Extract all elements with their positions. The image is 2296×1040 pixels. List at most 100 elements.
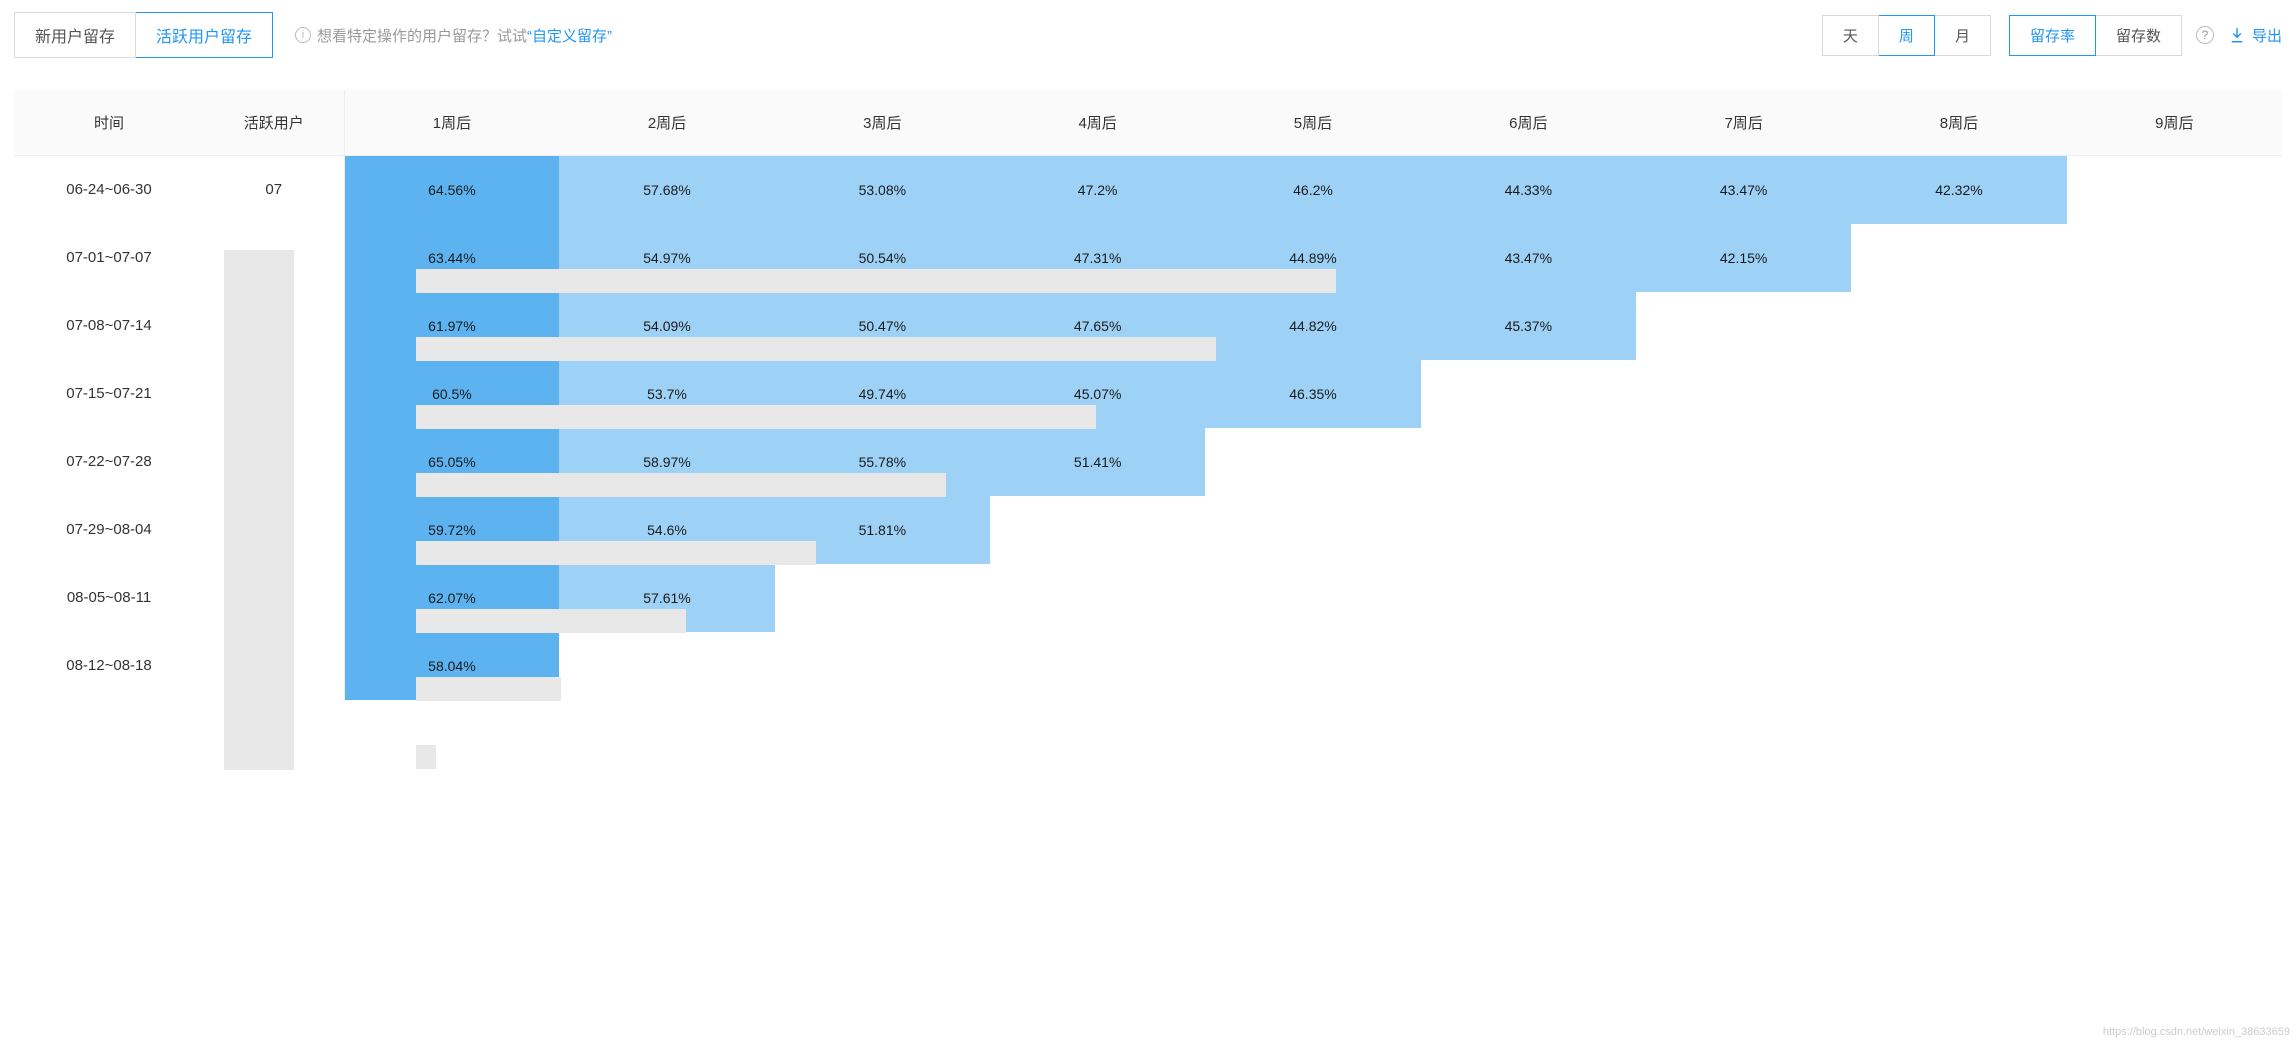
period-segment: 天 周 月 — [1822, 15, 1991, 56]
export-button[interactable]: 导出 — [2228, 25, 2282, 46]
cell-week-4 — [990, 564, 1205, 632]
table-row: 08-12~08-185258.04% — [14, 632, 2282, 700]
info-icon: i — [295, 27, 311, 43]
cell-week-4: 51.41% — [990, 428, 1205, 496]
cell-week-7: 42.15% — [1636, 224, 1851, 292]
tab-new-user[interactable]: 新用户留存 — [14, 12, 136, 58]
cell-time: 07-08~07-14 — [14, 292, 204, 360]
cell-time: 07-29~08-04 — [14, 496, 204, 564]
col-week-4: 4周后 — [990, 90, 1205, 156]
watermark: https://blog.csdn.net/weixin_38633659 — [2103, 1026, 2290, 1038]
col-week-8: 8周后 — [1851, 90, 2066, 156]
cell-week-8: 42.32% — [1851, 156, 2066, 224]
table-row: 08-05~08-110362.07%57.61% — [14, 564, 2282, 632]
col-time: 时间 — [14, 90, 204, 156]
cell-week-7 — [1636, 292, 1851, 360]
cell-week-8 — [1851, 292, 2066, 360]
cell-week-2 — [559, 632, 774, 700]
cell-users: 07 — [204, 156, 344, 224]
cell-week-9 — [2067, 224, 2282, 292]
col-week-1: 1周后 — [344, 90, 559, 156]
cell-week-7 — [1636, 360, 1851, 428]
cell-week-4: 47.2% — [990, 156, 1205, 224]
cell-week-9 — [2067, 156, 2282, 224]
col-users: 活跃用户 — [204, 90, 344, 156]
cell-week-7: 43.47% — [1636, 156, 1851, 224]
col-week-2: 2周后 — [559, 90, 774, 156]
cell-week-8 — [1851, 428, 2066, 496]
cell-week-9 — [2067, 428, 2282, 496]
table-row: 07-15~07-215360.5%53.7%49.74%45.07%46.35… — [14, 360, 2282, 428]
period-day[interactable]: 天 — [1822, 15, 1879, 56]
redaction-bar — [416, 677, 561, 701]
redaction-bar — [416, 269, 1336, 293]
cell-week-8 — [1851, 224, 2066, 292]
cell-time: 08-12~08-18 — [14, 632, 204, 700]
toolbar: 新用户留存 活跃用户留存 i 想看特定操作的用户留存？试试 “自定义留存” 天 … — [14, 12, 2282, 58]
cell-week-9 — [2067, 360, 2282, 428]
cell-time: 07-15~07-21 — [14, 360, 204, 428]
cell-week-8 — [1851, 360, 2066, 428]
export-label: 导出 — [2252, 25, 2282, 46]
cell-week-1: 64.56% — [344, 156, 559, 224]
period-month[interactable]: 月 — [1935, 15, 1991, 56]
cell-week-6: 44.33% — [1421, 156, 1636, 224]
cell-week-8 — [1851, 496, 2066, 564]
redaction-bar — [416, 473, 946, 497]
metric-count[interactable]: 留存数 — [2096, 15, 2182, 56]
redaction-users-column — [224, 250, 294, 770]
cell-week-7 — [1636, 496, 1851, 564]
cell-week-6 — [1421, 428, 1636, 496]
metric-segment: 留存率 留存数 — [2009, 15, 2182, 56]
cell-week-9 — [2067, 632, 2282, 700]
cell-week-6 — [1421, 496, 1636, 564]
custom-retention-link[interactable]: “自定义留存” — [527, 25, 612, 46]
cell-week-5 — [1205, 428, 1420, 496]
cell-week-6 — [1421, 632, 1636, 700]
cell-week-3: 53.08% — [775, 156, 990, 224]
redaction-bar — [416, 405, 1096, 429]
cell-week-5 — [1205, 632, 1420, 700]
cell-week-6: 45.37% — [1421, 292, 1636, 360]
cell-week-5: 46.2% — [1205, 156, 1420, 224]
cell-week-5: 46.35% — [1205, 360, 1420, 428]
redaction-bar — [416, 337, 1216, 361]
cell-week-7 — [1636, 428, 1851, 496]
col-week-3: 3周后 — [775, 90, 990, 156]
cell-time: 06-24~06-30 — [14, 156, 204, 224]
col-week-5: 5周后 — [1205, 90, 1420, 156]
cell-time: 08-05~08-11 — [14, 564, 204, 632]
cohort-table: 时间 活跃用户 1周后 2周后 3周后 4周后 5周后 6周后 7周后 8周后 … — [14, 90, 2282, 700]
cell-time: 07-22~07-28 — [14, 428, 204, 496]
hint-text: i 想看特定操作的用户留存？试试 “自定义留存” — [295, 25, 612, 46]
table-row: 06-24~06-300764.56%57.68%53.08%47.2%46.2… — [14, 156, 2282, 224]
cell-week-9 — [2067, 564, 2282, 632]
cell-week-8 — [1851, 564, 2066, 632]
help-icon[interactable]: ? — [2196, 26, 2214, 44]
cell-week-6: 43.47% — [1421, 224, 1636, 292]
cell-week-4 — [990, 632, 1205, 700]
cell-week-7 — [1636, 632, 1851, 700]
cell-week-8 — [1851, 632, 2066, 700]
col-week-9: 9周后 — [2067, 90, 2282, 156]
cell-week-6 — [1421, 564, 1636, 632]
tab-active-user[interactable]: 活跃用户留存 — [136, 12, 273, 58]
cell-week-5 — [1205, 564, 1420, 632]
hint-prefix: 想看特定操作的用户留存？试试 — [317, 25, 527, 46]
metric-rate[interactable]: 留存率 — [2009, 15, 2096, 56]
header-row: 时间 活跃用户 1周后 2周后 3周后 4周后 5周后 6周后 7周后 8周后 … — [14, 90, 2282, 156]
redaction-bar — [416, 745, 436, 769]
cell-week-9 — [2067, 496, 2282, 564]
redaction-bar — [416, 609, 686, 633]
retention-type-tabs: 新用户留存 活跃用户留存 — [14, 12, 273, 58]
cell-week-9 — [2067, 292, 2282, 360]
cohort-table-wrap: 时间 活跃用户 1周后 2周后 3周后 4周后 5周后 6周后 7周后 8周后 … — [14, 90, 2282, 700]
cell-week-3 — [775, 632, 990, 700]
col-week-7: 7周后 — [1636, 90, 1851, 156]
cell-week-3 — [775, 564, 990, 632]
cell-week-6 — [1421, 360, 1636, 428]
cell-week-2: 57.68% — [559, 156, 774, 224]
col-week-6: 6周后 — [1421, 90, 1636, 156]
period-week[interactable]: 周 — [1879, 15, 1935, 56]
export-icon — [2228, 26, 2246, 44]
